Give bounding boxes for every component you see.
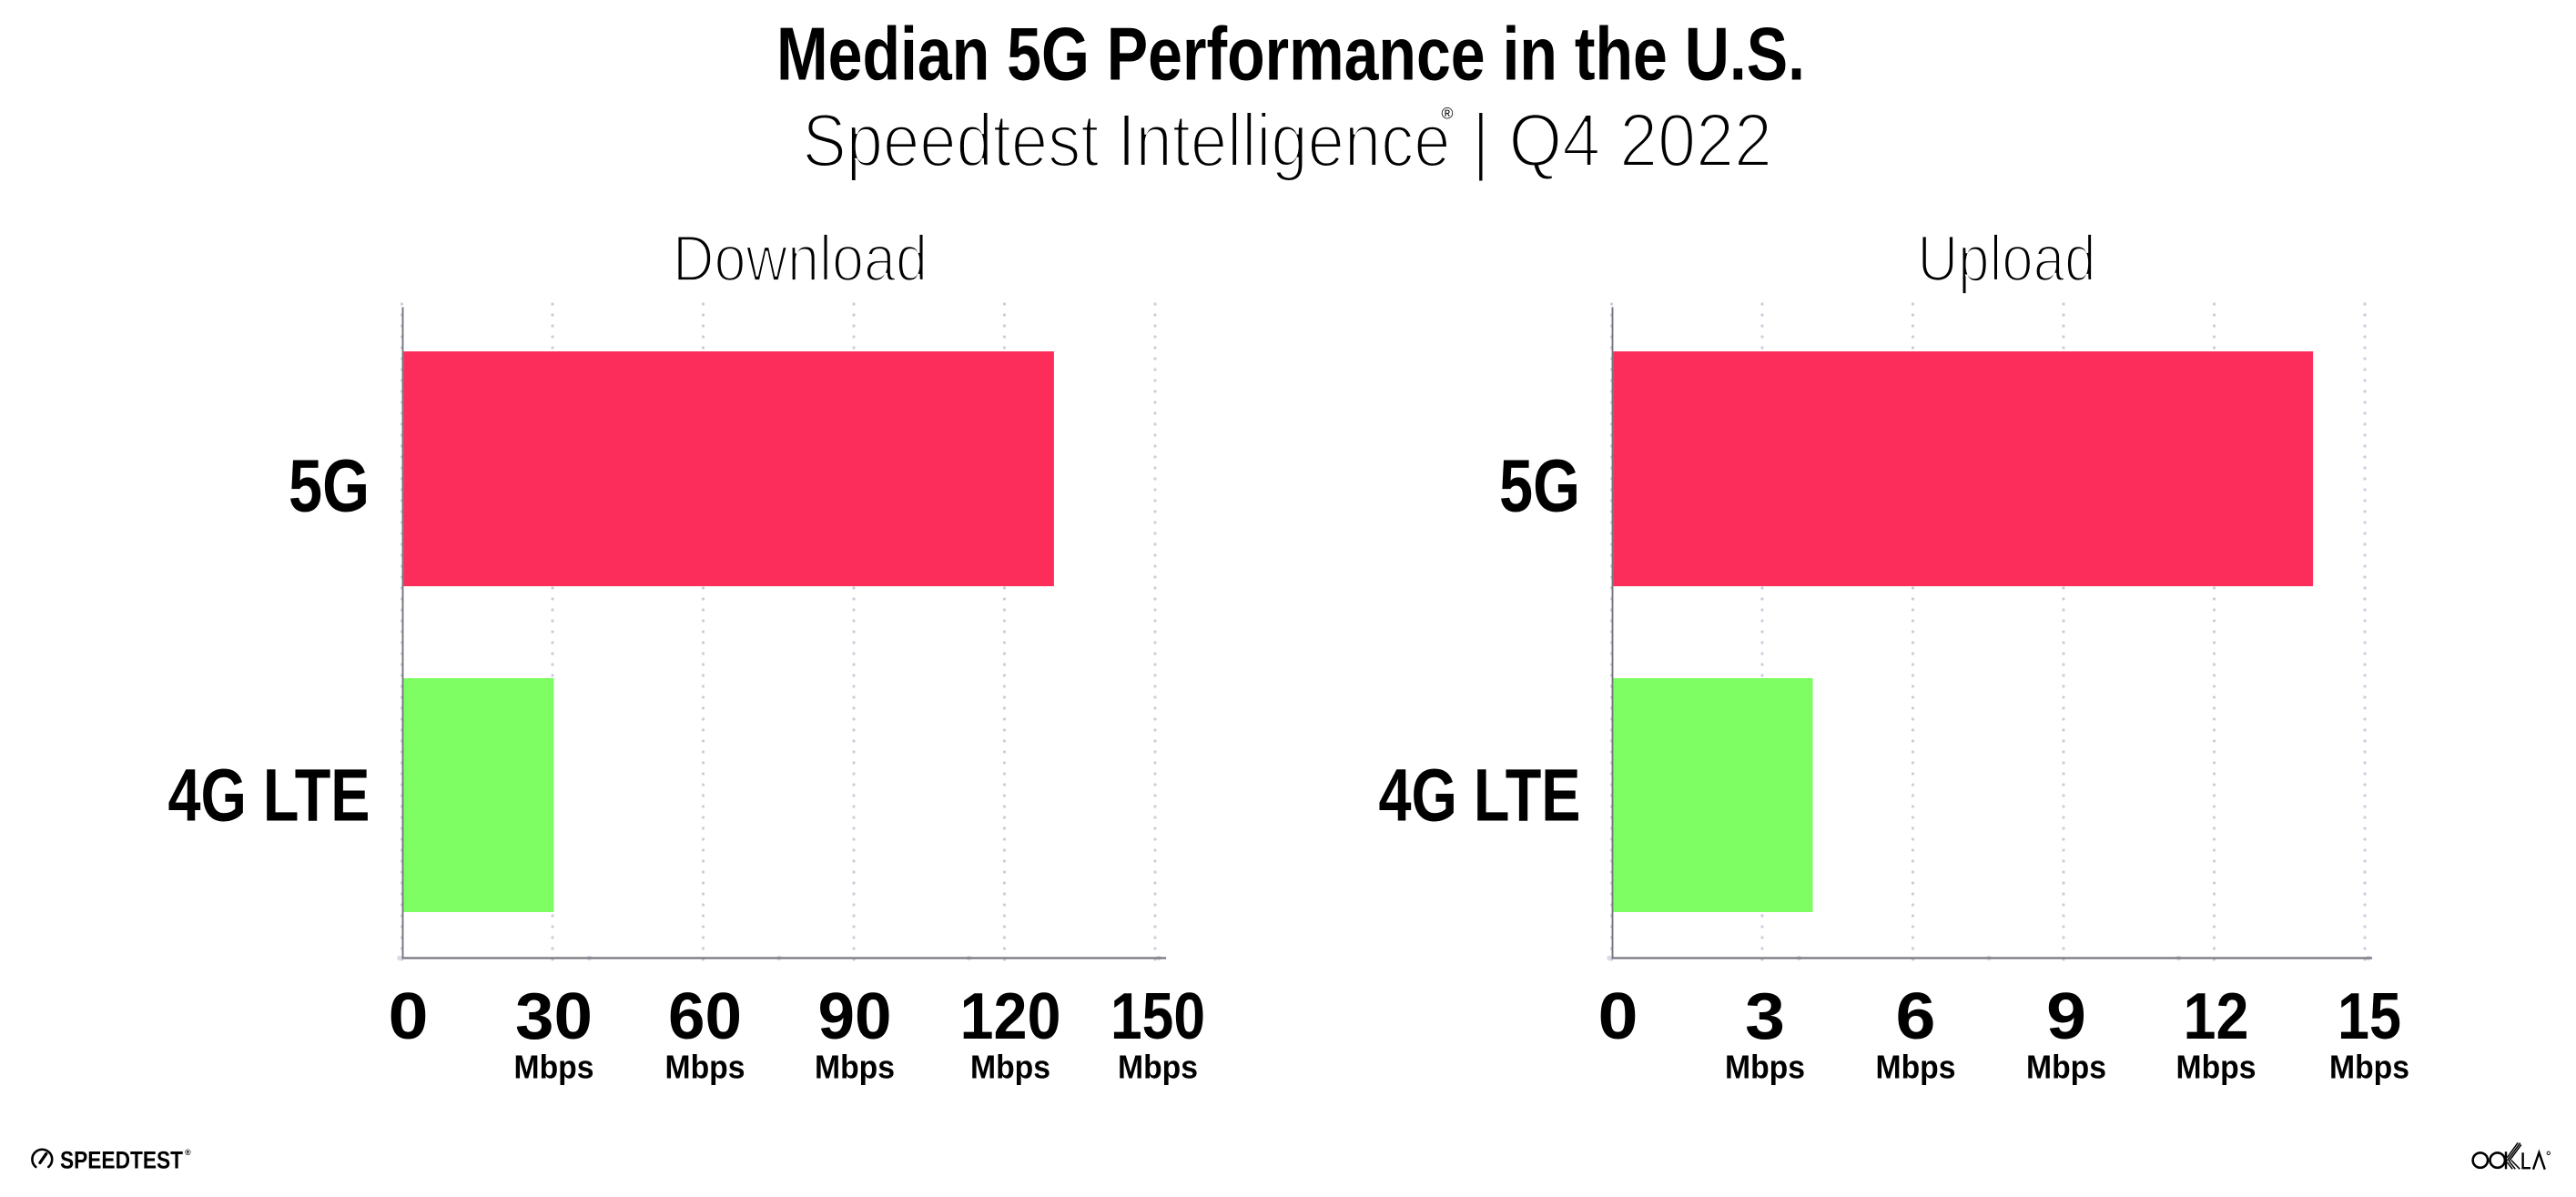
svg-text:4G LTE: 4G LTE	[1379, 755, 1581, 837]
svg-text:Upload: Upload	[1918, 224, 2096, 296]
svg-text:12: 12	[2184, 980, 2249, 1053]
svg-text:0: 0	[389, 980, 429, 1053]
svg-text:30: 30	[515, 980, 593, 1053]
svg-text:SPEEDTEST: SPEEDTEST	[60, 1147, 183, 1174]
svg-text:0: 0	[1598, 980, 1638, 1053]
svg-text:90: 90	[818, 980, 892, 1053]
svg-text:| Q4 2022: | Q4 2022	[1472, 98, 1772, 183]
svg-text:9: 9	[2046, 980, 2086, 1053]
svg-text:Mbps: Mbps	[1876, 1049, 1956, 1086]
svg-text:60: 60	[668, 980, 742, 1053]
svg-text:4G LTE: 4G LTE	[168, 755, 370, 837]
svg-text:Speedtest Intelligence: Speedtest Intelligence	[803, 98, 1451, 183]
svg-text:Mbps: Mbps	[1118, 1049, 1198, 1086]
svg-text:Mbps: Mbps	[815, 1049, 895, 1086]
svg-text:®: ®	[185, 1148, 191, 1157]
svg-text:Median 5G Performance in the U: Median 5G Performance in the U.S.	[776, 12, 1805, 96]
svg-text:Mbps: Mbps	[514, 1049, 594, 1086]
svg-text:3: 3	[1745, 980, 1785, 1053]
svg-text:5G: 5G	[289, 445, 370, 528]
svg-text:150: 150	[1111, 980, 1205, 1053]
svg-text:Mbps: Mbps	[970, 1049, 1050, 1086]
svg-text:Mbps: Mbps	[2026, 1049, 2106, 1086]
svg-text:15: 15	[2338, 980, 2401, 1053]
svg-text:6: 6	[1896, 980, 1936, 1053]
svg-text:Mbps: Mbps	[2176, 1049, 2257, 1086]
svg-text:5G: 5G	[1499, 445, 1580, 528]
svg-text:®: ®	[1442, 105, 1454, 123]
svg-text:Mbps: Mbps	[1725, 1049, 1805, 1086]
svg-text:Mbps: Mbps	[2329, 1049, 2409, 1086]
svg-text:120: 120	[960, 980, 1061, 1053]
svg-text:Download: Download	[673, 224, 928, 296]
svg-text:Mbps: Mbps	[665, 1049, 745, 1086]
